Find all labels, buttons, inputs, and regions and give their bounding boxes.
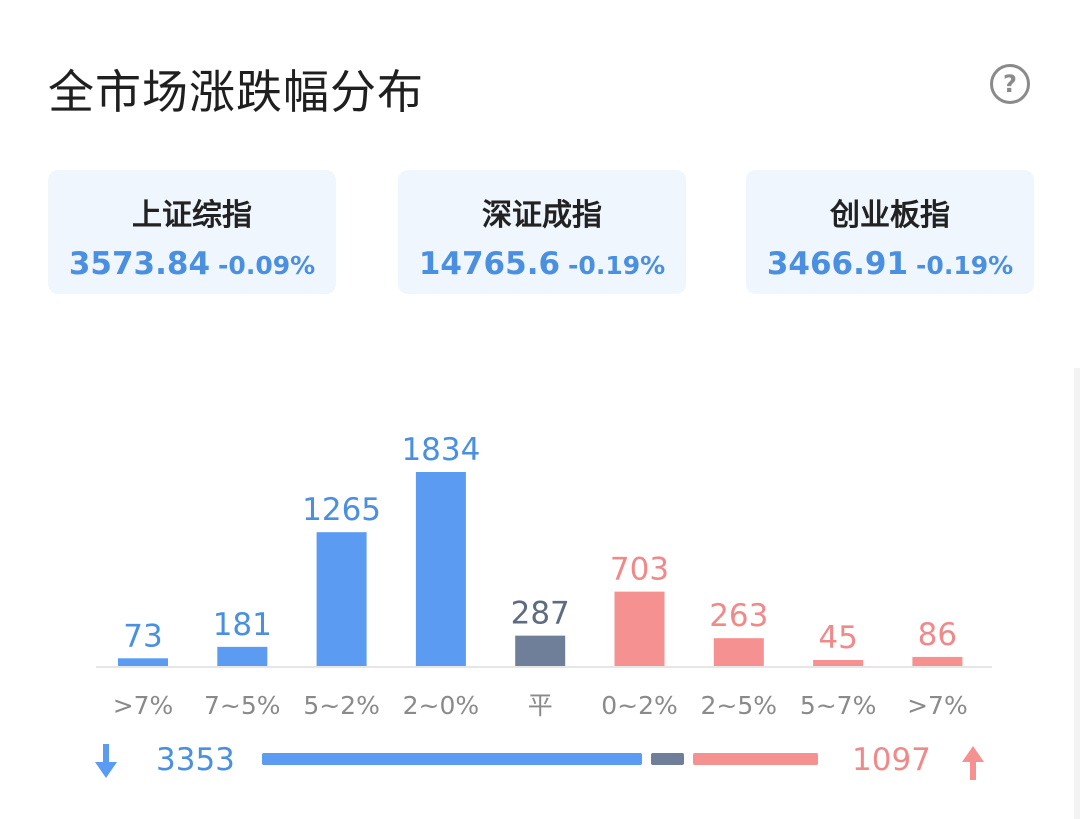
bar-1[interactable] xyxy=(217,646,268,666)
index-name: 深证成指 xyxy=(482,198,602,233)
bar-value-label: 1834 xyxy=(401,432,480,468)
bar-0[interactable] xyxy=(118,658,168,666)
bar-value-label: 1265 xyxy=(302,492,381,528)
bar-7[interactable] xyxy=(813,660,864,666)
category-label: 平 xyxy=(528,691,553,720)
distribution-bar-chart: 73 >7% 181 7~5% 1265 5~2% 1834 2~0% 287 平 703 0~2% 2… xyxy=(96,432,992,720)
category-label: 2~0% xyxy=(403,691,480,720)
index-change: -0.19% xyxy=(916,251,1014,280)
index-change: -0.19% xyxy=(568,251,666,280)
up-arrow-icon xyxy=(962,746,984,780)
category-label: 5~7% xyxy=(800,691,877,720)
index-name: 上证综指 xyxy=(132,198,252,233)
bar-value-label: 86 xyxy=(918,617,957,653)
flat-ratio-bar xyxy=(651,753,684,765)
index-card-chinext[interactable]: 创业板指 3466.91 -0.19% xyxy=(746,170,1034,294)
index-value: 14765.6 xyxy=(418,246,561,282)
category-label: 0~2% xyxy=(601,691,678,720)
bar-value-label: 73 xyxy=(123,618,162,654)
index-value: 3466.91 xyxy=(766,246,909,282)
down-count: 3353 xyxy=(156,742,235,778)
bar-5[interactable] xyxy=(614,591,665,666)
down-arrow-icon xyxy=(95,744,117,778)
index-change: -0.09% xyxy=(218,251,316,280)
category-label: 2~5% xyxy=(701,691,778,720)
index-card-shenzhen[interactable]: 深证成指 14765.6 -0.19% xyxy=(398,170,686,294)
up-ratio-bar xyxy=(693,753,818,765)
bar-6[interactable] xyxy=(713,638,764,666)
bar-3[interactable] xyxy=(415,472,466,666)
bar-8[interactable] xyxy=(912,656,963,666)
index-card-shanghai[interactable]: 上证综指 3573.84 -0.09% xyxy=(48,170,336,294)
bar-value-label: 263 xyxy=(709,598,768,634)
up-count: 1097 xyxy=(852,742,931,778)
help-icon[interactable]: ? xyxy=(990,64,1030,104)
category-label: 5~2% xyxy=(303,691,380,720)
category-label: >7% xyxy=(907,691,968,720)
scroll-edge xyxy=(1074,368,1080,819)
bar-value-label: 703 xyxy=(610,552,669,588)
bar-4[interactable] xyxy=(515,635,566,666)
page-title: 全市场涨跌幅分布 xyxy=(48,65,424,119)
bar-value-label: 181 xyxy=(213,607,272,643)
category-label: >7% xyxy=(113,691,174,720)
down-ratio-bar xyxy=(262,753,642,765)
bar-value-label: 45 xyxy=(818,620,857,656)
bar-value-label: 287 xyxy=(511,596,570,632)
bar-2[interactable] xyxy=(316,532,367,666)
category-label: 7~5% xyxy=(204,691,281,720)
index-name: 创业板指 xyxy=(830,198,950,233)
index-value: 3573.84 xyxy=(68,246,211,282)
